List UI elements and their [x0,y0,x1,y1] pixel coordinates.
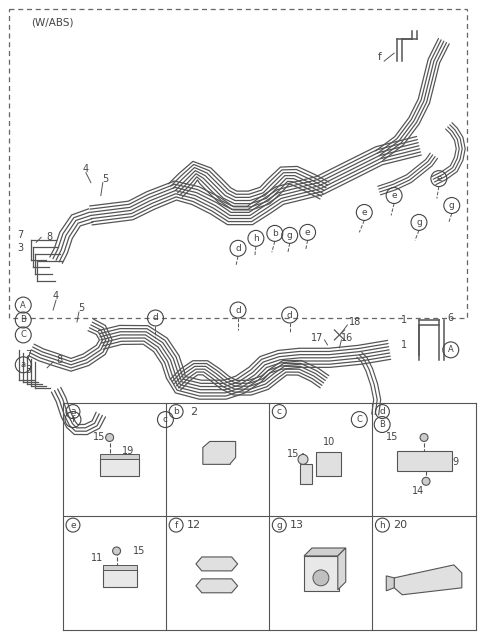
Text: 18: 18 [349,317,361,327]
Text: f: f [175,521,178,530]
FancyBboxPatch shape [304,556,339,591]
Text: 8: 8 [46,232,52,242]
Circle shape [420,434,428,441]
Text: 20: 20 [393,520,408,530]
Text: b: b [272,229,277,238]
Text: 16: 16 [341,333,353,343]
FancyBboxPatch shape [100,459,140,476]
Circle shape [313,570,329,586]
Text: d: d [235,305,241,315]
Text: 5: 5 [78,303,84,313]
Polygon shape [338,548,346,590]
Text: g: g [287,231,293,240]
Text: 17: 17 [312,333,324,343]
FancyBboxPatch shape [300,464,312,484]
Text: 4: 4 [53,291,59,301]
Text: e: e [436,174,442,183]
Text: h: h [253,234,259,243]
Text: C: C [20,331,26,340]
Text: (W/ABS): (W/ABS) [31,17,74,27]
Text: d: d [287,310,293,319]
FancyBboxPatch shape [397,452,452,471]
Text: 15: 15 [93,432,105,443]
Text: 15: 15 [386,432,398,443]
Text: e: e [391,191,397,200]
Text: 8: 8 [56,355,62,365]
Text: e: e [305,228,311,237]
FancyBboxPatch shape [100,454,140,459]
Text: a: a [70,407,76,416]
Circle shape [113,547,120,555]
Polygon shape [316,452,341,476]
Polygon shape [394,565,462,595]
Text: g: g [449,201,455,210]
Text: 3: 3 [25,365,31,375]
Text: 9: 9 [453,457,459,467]
Text: 5: 5 [103,174,109,184]
Circle shape [106,434,114,441]
Circle shape [298,454,308,464]
Text: h: h [380,521,385,530]
FancyBboxPatch shape [103,569,137,587]
Text: 13: 13 [290,520,304,530]
Text: 1: 1 [401,340,407,350]
Text: f: f [377,52,381,62]
Polygon shape [386,576,394,591]
Text: 10: 10 [323,438,335,448]
Text: d: d [380,407,385,416]
Text: 14: 14 [412,487,424,496]
Text: d: d [153,314,158,322]
Text: 3: 3 [17,244,23,253]
Text: d: d [235,244,241,252]
Text: 1: 1 [401,315,407,325]
Polygon shape [196,557,238,571]
Text: A: A [20,301,26,310]
Text: c: c [277,407,282,416]
Text: 4: 4 [83,163,89,174]
Text: 7: 7 [17,230,23,240]
Text: e: e [361,208,367,217]
Text: 6: 6 [448,313,454,323]
Text: 19: 19 [122,446,135,457]
Polygon shape [203,441,236,464]
Circle shape [422,477,430,485]
Text: 12: 12 [187,520,201,530]
FancyBboxPatch shape [103,565,137,570]
Text: c: c [163,415,168,424]
Text: 11: 11 [91,553,103,563]
Text: B: B [379,420,385,429]
Text: b: b [173,407,179,416]
Text: 15: 15 [287,450,299,459]
Text: g: g [416,218,422,227]
Text: 15: 15 [132,546,145,556]
Polygon shape [304,548,346,556]
Text: 7: 7 [25,350,31,360]
Text: e: e [70,521,76,530]
Text: A: A [448,345,454,354]
Text: 2: 2 [191,406,198,417]
Text: C: C [356,415,362,424]
Polygon shape [196,579,238,593]
Text: a: a [21,361,26,370]
Text: f: f [72,415,74,424]
Text: B: B [20,315,26,324]
Text: g: g [276,521,282,530]
